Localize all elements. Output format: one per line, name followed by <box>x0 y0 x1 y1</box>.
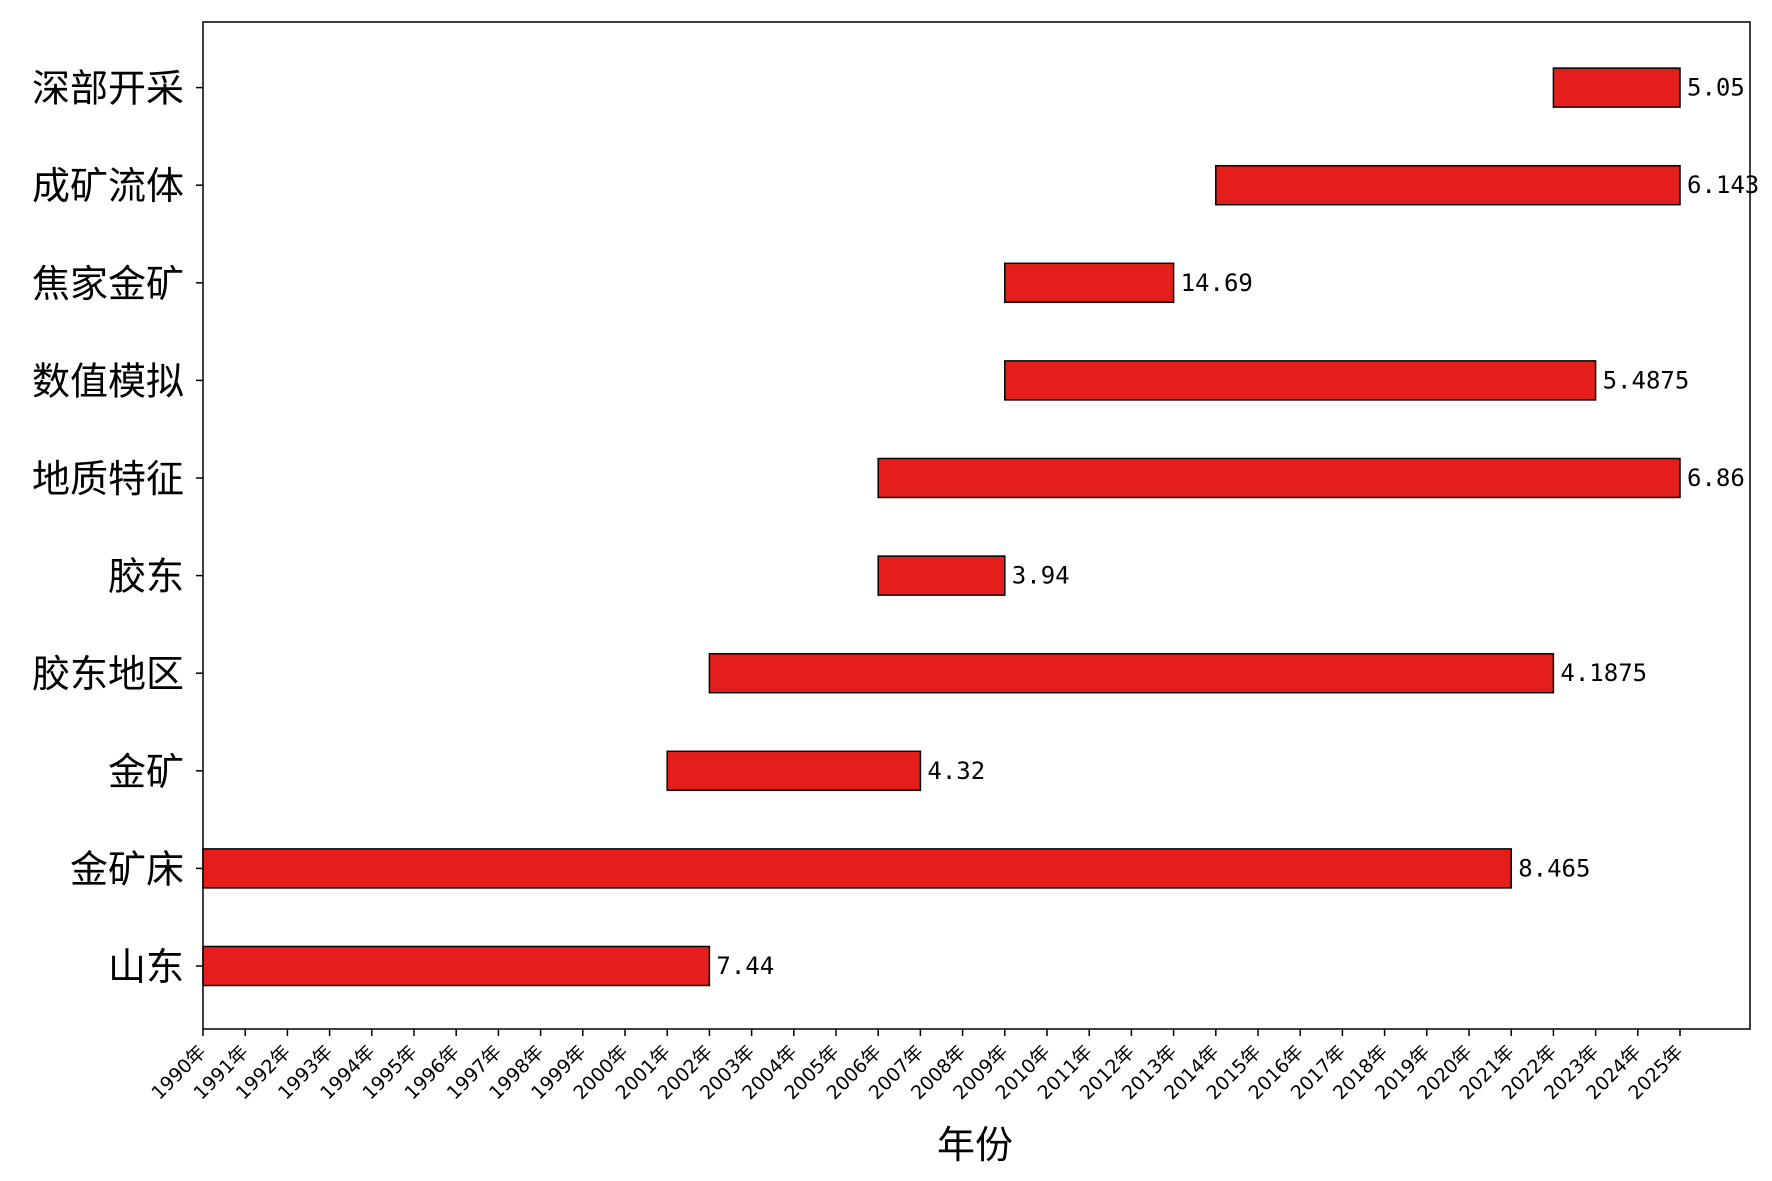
bar <box>1004 360 1597 401</box>
bar-value-label: 8.465 <box>1518 854 1590 882</box>
y-tick-label: 胶东 <box>108 555 184 599</box>
bar <box>877 555 1006 596</box>
bar-value-label: 5.05 <box>1687 74 1745 102</box>
y-tick-label: 数值模拟 <box>32 359 184 403</box>
bar-value-label: 5.4875 <box>1603 366 1690 394</box>
y-tick-label: 焦家金矿 <box>32 262 184 306</box>
bar <box>877 457 1681 499</box>
bar <box>1004 262 1175 304</box>
bar-value-label: 4.1875 <box>1560 659 1647 687</box>
y-tick-label: 金矿床 <box>70 847 184 891</box>
bar-value-label: 6.143 <box>1687 171 1759 199</box>
bar <box>202 848 1512 889</box>
bar-value-label: 3.94 <box>1012 562 1070 590</box>
bars-group: 7.44 8.465 4.32 4.1875 3.94 6.86 5.4875 14.69 6.… <box>202 67 1759 987</box>
bar-value-label: 7.44 <box>716 952 774 980</box>
y-tick-label: 成矿流体 <box>32 164 184 208</box>
y-axis-ticks: 山东 金矿床 金矿 胶东地区 胶东 地质特征 数值模拟 焦家金矿 成矿流体 深部开采 <box>32 67 203 989</box>
bar <box>202 945 711 987</box>
bar-value-label: 4.32 <box>927 757 985 785</box>
bar-value-label: 14.69 <box>1181 269 1253 297</box>
bar <box>666 750 922 792</box>
bar <box>1552 67 1681 108</box>
bar <box>708 652 1555 694</box>
y-tick-label: 金矿 <box>108 750 184 794</box>
y-tick-label: 地质特征 <box>32 457 184 501</box>
x-axis-label: 年份 <box>937 1123 1013 1167</box>
bar-value-label: 6.86 <box>1687 464 1745 492</box>
bar <box>1215 164 1681 206</box>
y-tick-label: 胶东地区 <box>32 652 184 696</box>
y-tick-label: 山东 <box>108 945 184 989</box>
y-tick-label: 深部开采 <box>32 67 184 111</box>
x-axis-ticks: 1990年1991年1992年1993年1994年1995年1996年1997年… <box>147 1029 1688 1104</box>
